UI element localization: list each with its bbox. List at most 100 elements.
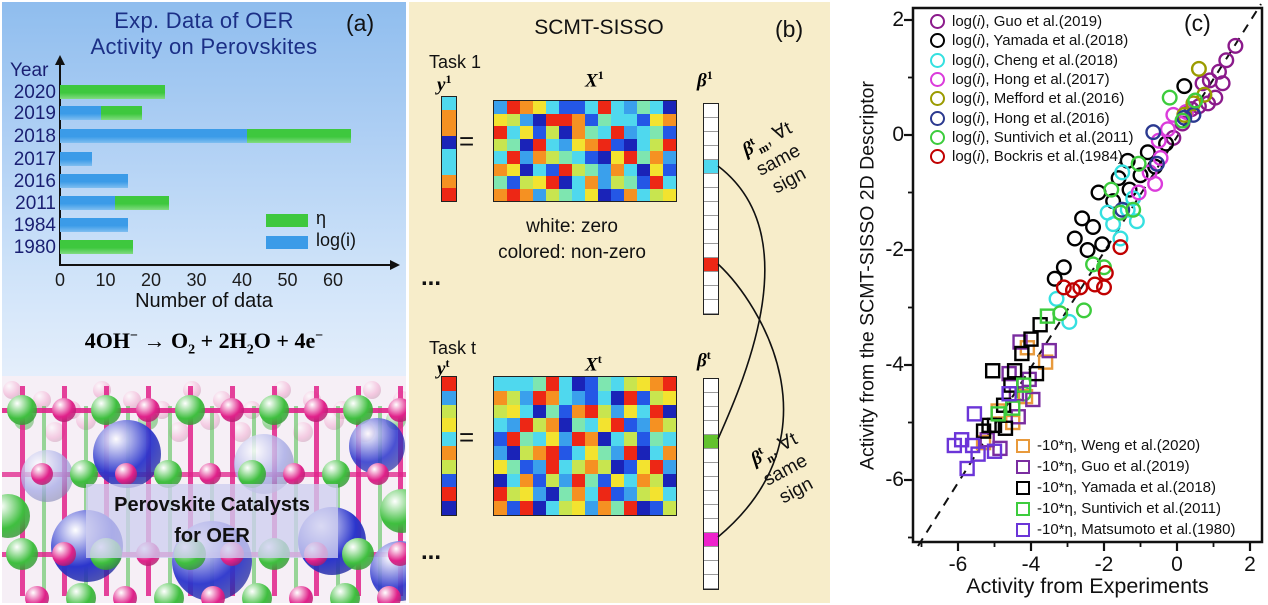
matrix-cell xyxy=(624,188,637,201)
matrix-cell xyxy=(585,473,598,488)
task1-label: Task 1 xyxy=(429,52,482,72)
scatter-point-circle xyxy=(1139,144,1156,161)
legend-entry-text: -10*η, Weng et al.(2020) xyxy=(1037,437,1201,454)
legend-entry-log-i: log(i), Cheng et al.(2018) xyxy=(930,51,1134,70)
matrix-cell xyxy=(533,176,546,189)
bar-segment-eta xyxy=(60,85,165,99)
matrix-cell xyxy=(533,459,546,474)
matrix-cell xyxy=(611,487,624,502)
equation-token: 2 xyxy=(246,342,254,358)
matrix-cell xyxy=(624,445,637,460)
matrix-cell xyxy=(533,188,546,201)
matrix-cell xyxy=(507,126,520,139)
equation-token: 4OH xyxy=(84,328,131,353)
matrix-cell xyxy=(650,459,663,474)
legend-entry-text: -10*η, Matsumoto et al.(1980) xyxy=(1037,521,1236,538)
bar-chart-x-tick-label: 60 xyxy=(322,270,344,290)
matrix-cell xyxy=(572,501,585,515)
matrix-cell xyxy=(546,487,559,502)
matrix-cell xyxy=(442,136,456,149)
matrix-cell xyxy=(611,459,624,474)
scatter-point-circle xyxy=(1085,218,1102,235)
scatter-y-tick-label: -2 xyxy=(885,238,904,261)
scatter-point-circle xyxy=(1148,155,1165,172)
matrix-cell xyxy=(572,404,585,419)
matrix-cell xyxy=(598,390,611,405)
matrix-cell xyxy=(442,404,456,419)
betat-label: βt xyxy=(697,348,711,372)
beta-cell-zero xyxy=(704,118,718,132)
beta-cell-zero xyxy=(704,575,718,589)
matrix-cell xyxy=(598,138,611,151)
matrix-cell xyxy=(520,151,533,164)
matrix-cell xyxy=(546,418,559,433)
beta-cell-zero xyxy=(704,132,718,146)
matrix-cell xyxy=(585,151,598,164)
matrix-cell xyxy=(533,101,546,114)
sphere xyxy=(201,586,225,603)
scatter-point-circle xyxy=(1190,60,1207,77)
legend-entry-text: log(i), Yamada et al.(2018) xyxy=(952,32,1129,50)
matrix-cell xyxy=(533,113,546,126)
taskt-label: Task t xyxy=(429,338,477,358)
matrix-cell xyxy=(507,501,520,515)
matrix-cell xyxy=(611,404,624,419)
legend-entry-log-i: log(i), Guo et al.(2019) xyxy=(930,12,1134,31)
sphere xyxy=(259,395,289,425)
matrix-cell xyxy=(520,445,533,460)
matrix-cell xyxy=(611,418,624,433)
matrix-cell xyxy=(533,151,546,164)
matrix-cell xyxy=(546,473,559,488)
matrix-cell xyxy=(585,188,598,201)
legend-circle-marker xyxy=(930,129,945,145)
scatter-point-circle xyxy=(1130,184,1147,201)
legend-entry-log-i: log(i), Yamada et al.(2018) xyxy=(930,31,1134,50)
matrix-cell xyxy=(585,113,598,126)
sphere xyxy=(199,463,221,485)
matrix-cell xyxy=(559,176,572,189)
betat-column xyxy=(703,378,719,590)
matrix-cell xyxy=(442,162,456,175)
matrix-cell xyxy=(611,188,624,201)
matrix-cell xyxy=(507,459,520,474)
scatter-y-tick-label: 2 xyxy=(892,8,904,31)
note-colored-nonzero: colored: non-zero xyxy=(498,242,646,263)
bar-segment-logi xyxy=(60,129,247,143)
matrix-cell xyxy=(533,418,546,433)
equation-token: + 2H xyxy=(195,328,247,353)
matrix-cell xyxy=(650,418,663,433)
bond-rod xyxy=(20,386,25,596)
matrix-cell xyxy=(624,377,637,391)
beta-cell-zero xyxy=(704,216,718,230)
matrix-cell xyxy=(533,138,546,151)
sphere xyxy=(31,463,53,485)
scatter-point-circle xyxy=(1147,175,1164,192)
legend-swatch-logi xyxy=(266,236,308,249)
matrix-cell xyxy=(442,97,456,110)
matrix-cell xyxy=(507,138,520,151)
legend-entry-eta: -10*η, Guo et al.(2019) xyxy=(1016,456,1235,477)
scatter-point-circle xyxy=(1176,78,1193,95)
matrix-cell xyxy=(611,113,624,126)
matrix-cell xyxy=(494,418,507,433)
bar-segment-logi xyxy=(60,152,92,166)
scatter-x-tick-label: -2 xyxy=(1094,553,1114,576)
matrix-cell xyxy=(507,151,520,164)
matrix-cell xyxy=(637,113,650,126)
sphere xyxy=(273,381,291,399)
matrix-cell xyxy=(559,101,572,114)
matrix-cell xyxy=(611,163,624,176)
plot-border xyxy=(911,6,1264,544)
sphere xyxy=(293,422,313,442)
matrix-cell xyxy=(572,445,585,460)
scatter-x-tick-label: -6 xyxy=(948,553,968,576)
sphere xyxy=(2,494,30,538)
equation-token: 2 xyxy=(188,342,196,358)
matrix-cell xyxy=(572,432,585,446)
scatter-point-circle xyxy=(1094,236,1111,253)
legend-entry-text: log(i), Mefford et al.(2016) xyxy=(952,90,1125,108)
legend-entry-eta: -10*η, Weng et al.(2020) xyxy=(1016,435,1235,456)
equation-token: − xyxy=(315,328,324,344)
scatter-point-circle xyxy=(1112,230,1129,247)
bar-segment-eta xyxy=(100,106,142,120)
